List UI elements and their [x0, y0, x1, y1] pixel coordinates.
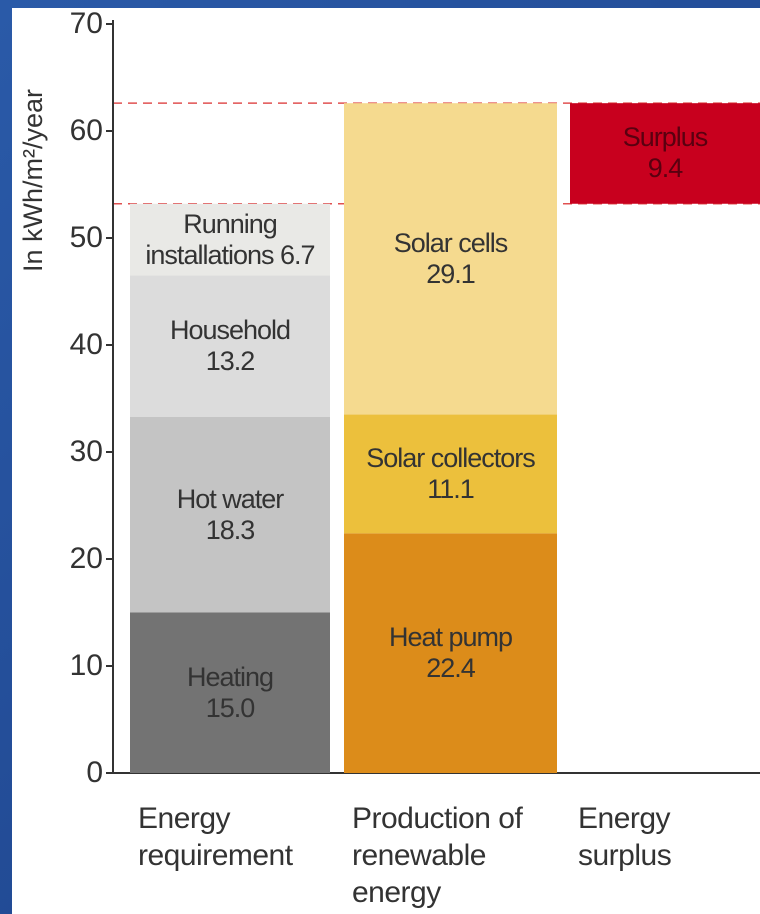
segment-name: Heating [186, 661, 274, 692]
segment-label: Running installations 6.7 [130, 204, 330, 276]
bar-segment [130, 203, 330, 276]
y-tick-label: 30 [69, 435, 103, 468]
bar-segment [344, 103, 557, 415]
segment-label: Household 13.2 [130, 275, 330, 416]
y-tick-label: 70 [69, 7, 103, 40]
bar-segment [130, 612, 330, 773]
bar-segment [130, 416, 330, 613]
y-tick-label: 10 [69, 649, 103, 682]
segment-name: Solar collectors [366, 442, 536, 473]
x-tick-label: Energy surplus [578, 802, 672, 872]
data-label: 18.3 [205, 514, 256, 545]
segment-label: Solar cells 29.1 [344, 103, 557, 414]
bar-segment [570, 103, 760, 204]
data-label: 9.4 [647, 153, 684, 184]
segment-name: Solar cells [393, 227, 509, 258]
bar-segment [130, 275, 330, 417]
segment-label: Heating 15.0 [130, 613, 330, 774]
segment-label-text: Hot water 18.3 [176, 483, 285, 546]
segment-label-text: Heat pump 22.4 [388, 622, 513, 684]
segment-label: Solar collectors 11.1 [344, 415, 557, 534]
data-label: 15.0 [205, 692, 256, 723]
segment-label-text: Household 13.2 [169, 315, 291, 377]
y-tick-label: 20 [69, 542, 103, 575]
data-label: 13.2 [205, 346, 256, 377]
segment-label: Surplus 9.4 [570, 103, 760, 204]
segment-label-text: Solar cells 29.1 [393, 227, 509, 290]
y-tick-label: 50 [69, 221, 103, 254]
y-tick-label: 60 [69, 114, 103, 147]
segment-name: Hot water [176, 483, 285, 514]
bar-segment [344, 533, 557, 773]
segment-name: Household [169, 315, 291, 346]
data-label: 22.4 [426, 653, 476, 684]
segment-label: Heat pump 22.4 [344, 533, 557, 773]
segment-label-text: Solar collectors 11.1 [366, 442, 536, 505]
data-label: 29.1 [426, 258, 476, 289]
data-label: 6.7 [280, 239, 316, 270]
segment-name: Surplus [622, 122, 709, 153]
y-tick-label: 0 [86, 756, 103, 789]
segment-label-text: Heating 15.0 [186, 661, 274, 724]
x-tick-label: Energy requirement [138, 802, 293, 872]
segment-label-text: Surplus 9.4 [622, 122, 709, 184]
segment-name: Heat pump [388, 622, 513, 653]
x-tick-label: Production of renewable energy [352, 802, 523, 909]
data-label: 11.1 [427, 473, 475, 504]
y-tick-label: 40 [69, 328, 103, 361]
segment-label-text: Running installations 6.7 [130, 209, 330, 271]
segment-label: Hot water 18.3 [130, 417, 330, 613]
bar-segment [344, 414, 557, 534]
segment-name: Running installations [145, 208, 277, 270]
